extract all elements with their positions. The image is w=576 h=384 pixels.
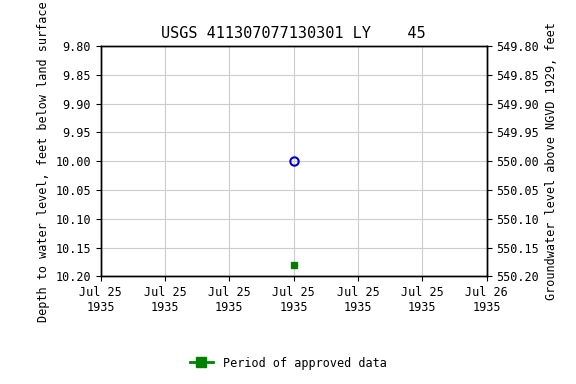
Title: USGS 411307077130301 LY    45: USGS 411307077130301 LY 45	[161, 26, 426, 41]
Y-axis label: Groundwater level above NGVD 1929, feet: Groundwater level above NGVD 1929, feet	[545, 22, 558, 300]
Y-axis label: Depth to water level, feet below land surface: Depth to water level, feet below land su…	[37, 1, 50, 321]
Legend: Period of approved data: Period of approved data	[185, 352, 391, 374]
